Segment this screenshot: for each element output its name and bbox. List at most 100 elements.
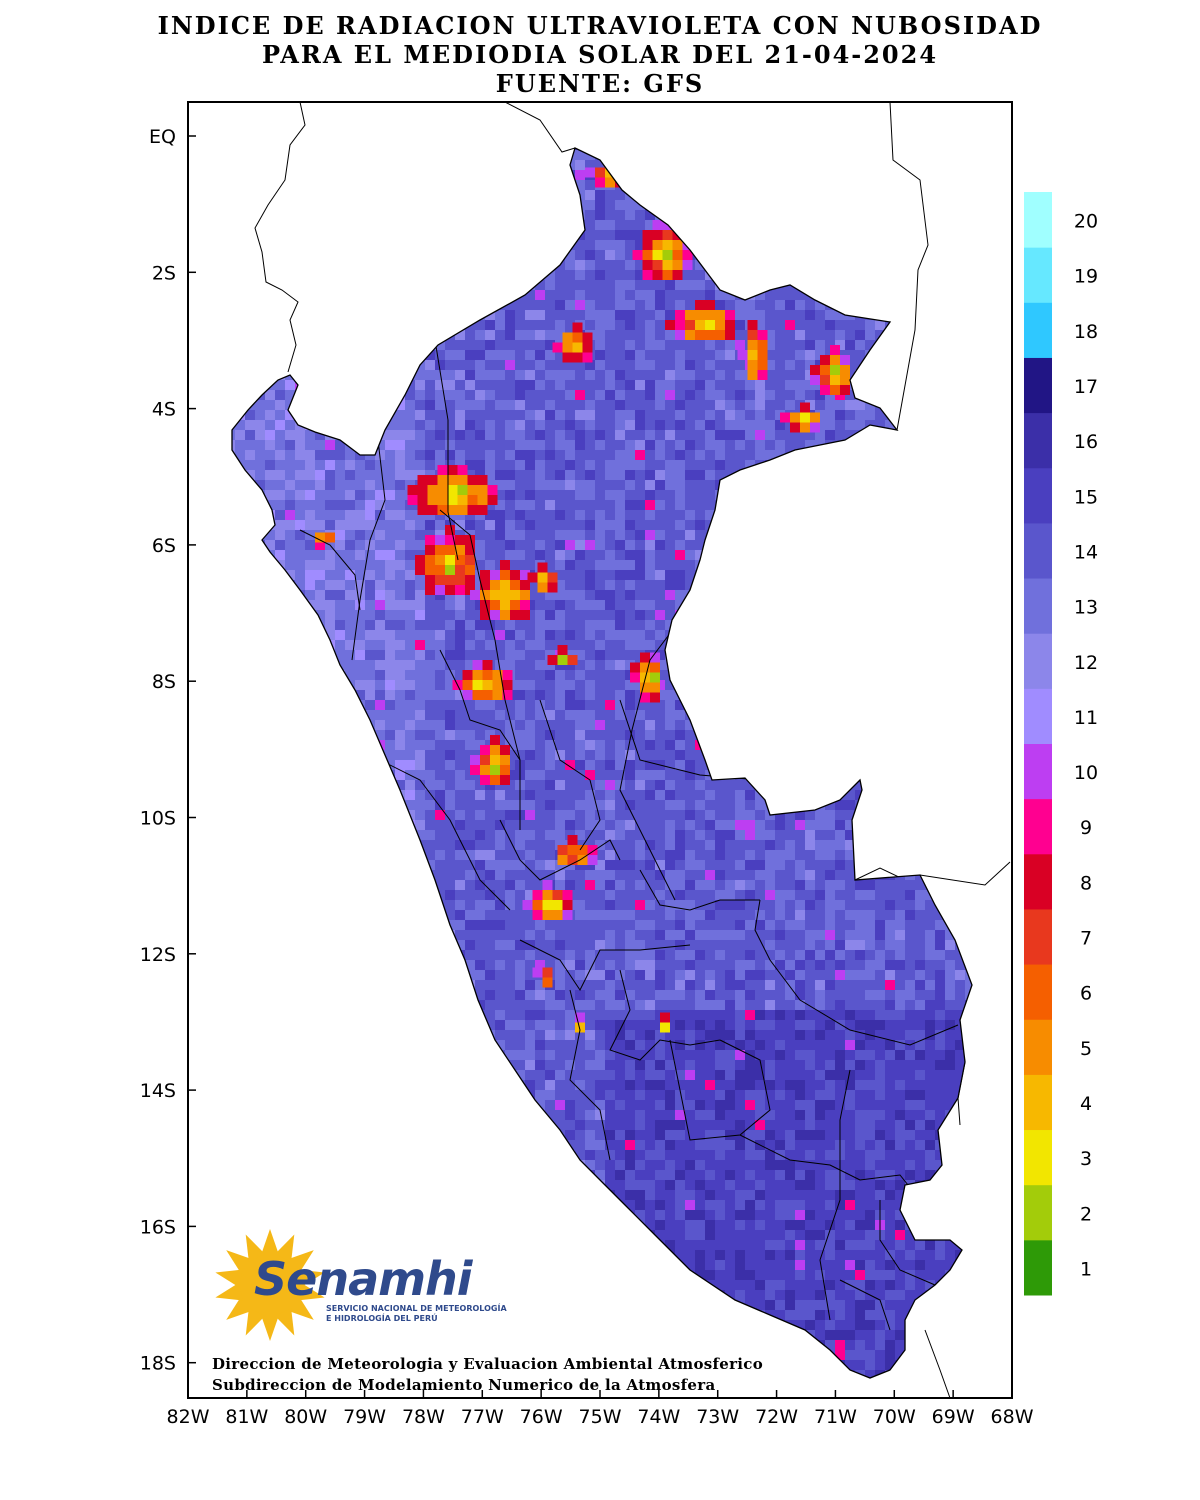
- uv-cell: [525, 410, 535, 420]
- uv-cell: [945, 630, 955, 640]
- uv-cell: [275, 690, 285, 700]
- uv-cell: [525, 220, 535, 230]
- uv-cell: [265, 210, 275, 220]
- uv-cell: [805, 560, 815, 570]
- uv-cell: [275, 610, 285, 620]
- uv-cell: [885, 490, 895, 500]
- uv-cell: [515, 730, 525, 740]
- uv-cell: [285, 640, 295, 650]
- uv-cell: [565, 480, 575, 490]
- uv-cell: [545, 600, 555, 610]
- uv-cell: [545, 440, 555, 450]
- uv-cell: [935, 200, 945, 210]
- uv-cell: [435, 180, 445, 190]
- uv-cell: [655, 560, 665, 570]
- uv-cell: [575, 610, 585, 620]
- uv-cell: [545, 180, 555, 190]
- uv-cell: [405, 150, 415, 160]
- uv-cell: [745, 470, 755, 480]
- uv-cell: [235, 700, 245, 710]
- uv-cell: [795, 148, 805, 150]
- uv-cell: [325, 760, 335, 770]
- uv-cell: [305, 230, 315, 240]
- uv-cell: [865, 400, 875, 410]
- uv-cell: [365, 530, 375, 540]
- uv-cell: [825, 610, 835, 620]
- uv-cell: [855, 610, 865, 620]
- uv-cell: [595, 690, 605, 700]
- uv-cell: [535, 610, 545, 620]
- uv-cell: [232, 360, 235, 370]
- uv-cell: [615, 250, 625, 260]
- uv-cell: [305, 660, 315, 670]
- uv-cell: [535, 490, 545, 500]
- uv-cell: [245, 430, 255, 440]
- uv-cell: [315, 600, 325, 610]
- uv-cell: [665, 130, 675, 140]
- uv-cell: [965, 760, 972, 770]
- uv-cell: [975, 670, 985, 680]
- uv-cell: [615, 210, 625, 220]
- uv-cell: [385, 250, 395, 260]
- uv-cell: [885, 220, 895, 230]
- uv-cell: [905, 310, 915, 320]
- uv-cell: [655, 148, 665, 150]
- uv-cell: [735, 130, 745, 140]
- uv-cell: [245, 340, 255, 350]
- uv-cell: [395, 210, 405, 220]
- uv-cell: [685, 640, 695, 650]
- uv-cell: [535, 710, 545, 720]
- uv-cell: [725, 148, 735, 150]
- uv-cell: [785, 690, 795, 700]
- uv-cell: [315, 470, 325, 480]
- uv-cell: [435, 210, 445, 220]
- uv-cell: [875, 320, 885, 330]
- uv-cell: [255, 610, 265, 620]
- uv-cell: [325, 690, 335, 700]
- uv-cell: [845, 440, 855, 450]
- uv-cell: [655, 530, 665, 540]
- uv-cell: [545, 490, 555, 500]
- uv-cell: [275, 250, 285, 260]
- uv-cell: [515, 310, 525, 320]
- uv-cell: [495, 530, 505, 540]
- uv-cell: [935, 620, 945, 630]
- uv-cell: [255, 480, 265, 490]
- uv-cell: [495, 640, 505, 650]
- uv-cell: [335, 550, 345, 560]
- uv-cell: [885, 600, 895, 610]
- uv-cell: [805, 680, 815, 690]
- uv-cell: [305, 130, 315, 140]
- uv-cell: [335, 170, 345, 180]
- uv-cell: [495, 620, 505, 630]
- uv-cell: [815, 220, 825, 230]
- uv-cell: [515, 230, 525, 240]
- uv-cell: [715, 200, 725, 210]
- uv-cell: [945, 260, 955, 270]
- uv-cell: [455, 148, 465, 150]
- uv-cell: [545, 330, 555, 340]
- uv-cell: [325, 148, 335, 150]
- uv-cell: [695, 600, 705, 610]
- uv-cell: [425, 390, 435, 400]
- uv-cell: [945, 450, 955, 460]
- uv-cell: [845, 720, 855, 730]
- uv-cell: [635, 490, 645, 500]
- uv-cell: [745, 170, 755, 180]
- uv-cell: [465, 730, 475, 740]
- uv-cell: [565, 770, 575, 780]
- uv-cell: [285, 630, 295, 640]
- uv-cell: [775, 320, 785, 330]
- uv-cell: [395, 730, 405, 740]
- uv-cell: [585, 480, 595, 490]
- uv-cell: [305, 620, 315, 630]
- uv-cell: [785, 470, 795, 480]
- uv-cell: [775, 540, 785, 550]
- uv-cell: [705, 630, 715, 640]
- uv-cell: [745, 210, 755, 220]
- uv-cell: [645, 290, 655, 300]
- uv-cell: [405, 750, 415, 760]
- uv-cell: [635, 450, 645, 460]
- uv-cell: [645, 550, 655, 560]
- uv-cell: [585, 520, 595, 530]
